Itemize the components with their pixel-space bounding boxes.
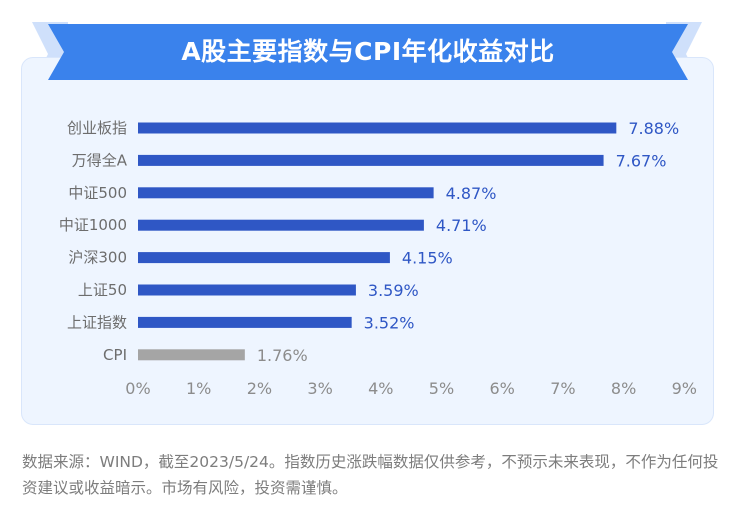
category-label: 上证50 [78, 281, 127, 299]
x-tick-label: 5% [429, 379, 454, 398]
x-tick-label: 6% [490, 379, 515, 398]
x-tick-label: 9% [672, 379, 697, 398]
data-label: 7.67% [616, 151, 667, 170]
x-tick-label: 3% [307, 379, 332, 398]
x-tick-label: 8% [611, 379, 636, 398]
data-label: 4.71% [436, 216, 487, 235]
x-tick-label: 7% [550, 379, 575, 398]
bar [138, 284, 356, 296]
category-label: 万得全A [72, 151, 128, 169]
category-label: 上证指数 [67, 313, 127, 331]
title-banner [48, 24, 688, 80]
bar [138, 154, 604, 166]
chart-title: A股主要指数与CPI年化收益对比 [181, 37, 555, 66]
data-label: 1.76% [257, 346, 308, 365]
data-label: 3.52% [364, 313, 415, 332]
data-label: 3.59% [368, 281, 419, 300]
footnote: 数据来源：WIND，截至2023/5/24。指数历史涨跌幅数据仅供参考，不预示未… [22, 453, 719, 497]
category-label: 沪深300 [68, 249, 127, 267]
x-tick-label: 4% [368, 379, 393, 398]
x-tick-label: 0% [125, 379, 150, 398]
bar [138, 122, 617, 134]
x-tick-label: 1% [186, 379, 211, 398]
category-label: 创业板指 [67, 119, 127, 137]
x-tick-label: 2% [247, 379, 272, 398]
category-label: CPI [103, 346, 127, 364]
category-label: 中证1000 [59, 216, 127, 234]
bar [138, 219, 424, 231]
bar [138, 349, 245, 361]
category-label: 中证500 [68, 184, 127, 202]
data-label: 4.87% [446, 184, 497, 203]
chart-card [21, 57, 714, 425]
bar [138, 187, 434, 199]
bar [138, 252, 390, 264]
data-label: 4.15% [402, 249, 453, 268]
data-label: 7.88% [628, 119, 679, 138]
bar [138, 316, 352, 328]
